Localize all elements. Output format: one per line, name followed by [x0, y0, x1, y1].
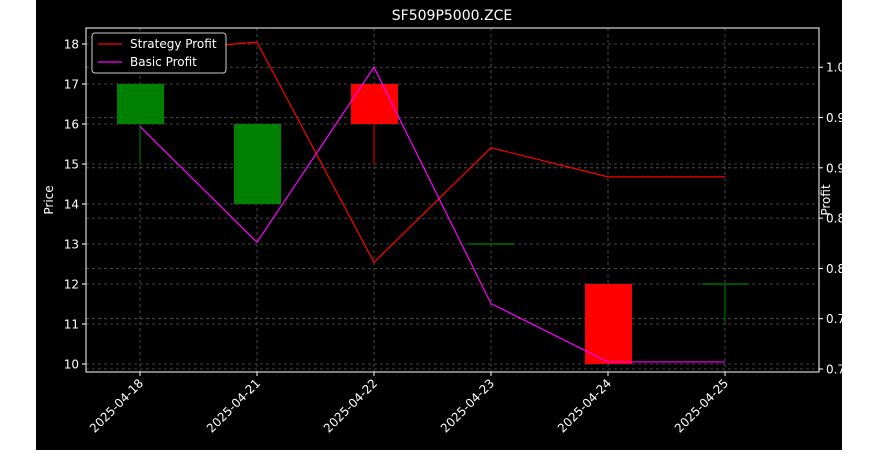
left-tick-label-12: 12: [64, 278, 79, 292]
candle-body-2025-04-18: [117, 84, 164, 124]
plot-area: [86, 28, 819, 372]
right-tick-label-1.00: 1.00: [826, 61, 842, 75]
left-tick-label-18: 18: [64, 38, 79, 52]
chart-title: SF509P5000.ZCE: [392, 8, 512, 24]
right-tick-label-0.70: 0.70: [826, 362, 842, 376]
candles: [117, 84, 748, 364]
profit-lines: [139, 41, 725, 363]
series-line-basic-profit: [139, 66, 725, 363]
left-tick-label-15: 15: [64, 158, 79, 172]
left-tick-label-16: 16: [64, 118, 79, 132]
left-tick-label-13: 13: [64, 238, 79, 252]
left-tick-label-17: 17: [64, 78, 79, 92]
x-tick-label-2025-04-24: 2025-04-24: [555, 376, 614, 435]
x-tick-label-2025-04-22: 2025-04-22: [321, 376, 380, 435]
x-tick-label-2025-04-21: 2025-04-21: [204, 376, 263, 435]
legend-strategy-profit-label: Strategy Profit: [130, 37, 217, 51]
left-tick-label-11: 11: [64, 318, 79, 332]
legend-basic-profit-label: Basic Profit: [130, 55, 197, 69]
y-axis-label-left: Price: [42, 185, 56, 214]
x-axis: 2025-04-18 2025-04-21 2025-04-22 2025-04-23…: [87, 372, 731, 435]
plot-frame: [85, 27, 820, 373]
legend-box: [91, 32, 227, 74]
left-tick-label-10: 10: [64, 358, 79, 372]
series-line-strategy-profit: [139, 41, 725, 264]
right-tick-label-0.95: 0.95: [826, 111, 842, 125]
right-axis: 0.700.750.800.850.900.951.00: [819, 61, 853, 376]
candle-body-2025-04-22: [351, 84, 398, 124]
right-tick-label-0.80: 0.80: [826, 262, 842, 276]
right-tick-label-0.90: 0.90: [826, 161, 842, 175]
x-tick-label-2025-04-23: 2025-04-23: [438, 376, 497, 435]
y-axis-label-right: Profit: [819, 184, 833, 216]
x-tick-label-2025-04-25: 2025-04-25: [672, 376, 731, 435]
candle-body-2025-04-24: [585, 284, 632, 364]
x-tick-label-2025-04-18: 2025-04-18: [87, 376, 146, 435]
left-tick-label-14: 14: [64, 198, 79, 212]
left-axis: 10 11 12 13 14 15 16 17 18: [64, 38, 86, 372]
legend: Strategy Profit Basic Profit: [91, 32, 227, 74]
candle-body-2025-04-21: [234, 124, 281, 204]
right-tick-label-0.75: 0.75: [826, 312, 842, 326]
